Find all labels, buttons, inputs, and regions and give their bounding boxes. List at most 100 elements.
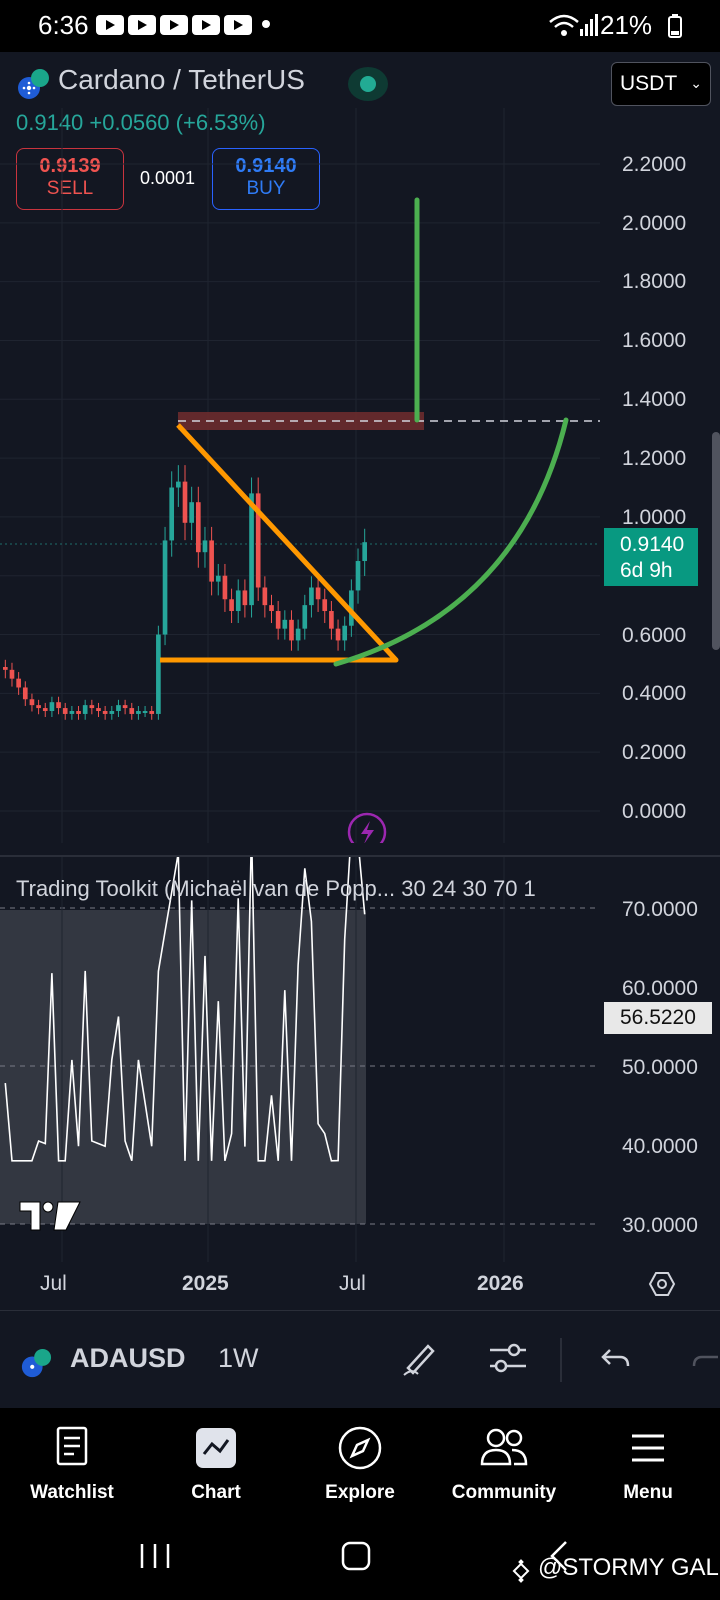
bottom-nav: Watchlist Chart Explore Community Menu bbox=[0, 1408, 720, 1518]
candle bbox=[329, 611, 334, 629]
oscillator-label[interactable]: Trading Toolkit (Michaël van de Popp... … bbox=[16, 876, 536, 901]
oscillator-grid bbox=[0, 857, 600, 1262]
axis-tick: 1.2000 bbox=[622, 447, 687, 470]
chart-icon bbox=[196, 1428, 236, 1468]
toolbar-divider bbox=[560, 1338, 562, 1382]
axis-tick: 2026 bbox=[477, 1272, 524, 1295]
candle bbox=[355, 561, 361, 591]
candle bbox=[136, 711, 141, 714]
chart-grid bbox=[0, 108, 600, 843]
nav-menu[interactable]: Menu bbox=[578, 1418, 718, 1504]
axis-tick: 1.0000 bbox=[622, 506, 687, 529]
nav-community[interactable]: Community bbox=[434, 1418, 574, 1504]
candle bbox=[122, 705, 128, 709]
price-chart[interactable] bbox=[0, 108, 600, 843]
chevron-down-icon: ⌄ bbox=[690, 75, 702, 91]
nav-chart[interactable]: Chart bbox=[146, 1418, 286, 1504]
drawing-pencil-icon[interactable] bbox=[400, 1338, 440, 1378]
candle bbox=[255, 493, 261, 588]
system-nav-bar bbox=[0, 1518, 720, 1600]
compass-icon bbox=[338, 1426, 382, 1470]
candle bbox=[162, 540, 168, 635]
candle bbox=[176, 481, 181, 488]
candle bbox=[89, 705, 95, 709]
nav-label: Menu bbox=[623, 1482, 673, 1503]
nav-label: Watchlist bbox=[30, 1482, 114, 1503]
youtube-notification-icon bbox=[224, 15, 252, 35]
candle bbox=[242, 590, 248, 606]
oscillator-chart[interactable] bbox=[0, 857, 600, 1262]
projection-arc bbox=[333, 417, 569, 667]
symbol-button[interactable]: ADAUSD bbox=[70, 1343, 186, 1373]
current-price-tag: 0.9140 6d 9h bbox=[604, 528, 698, 586]
nav-label: Community bbox=[451, 1482, 557, 1503]
recent-apps-icon[interactable] bbox=[138, 1542, 172, 1570]
clock: 6:36 bbox=[38, 10, 89, 40]
resistance-zone bbox=[178, 412, 424, 430]
youtube-notification-icon bbox=[160, 15, 188, 35]
sell-button[interactable]: 0.9139 SELL bbox=[16, 148, 124, 210]
axis-tick: 50.0000 bbox=[622, 1056, 698, 1079]
candle bbox=[76, 711, 81, 714]
buy-button[interactable]: 0.9140 BUY bbox=[212, 148, 320, 210]
candle bbox=[29, 699, 35, 706]
community-icon bbox=[480, 1428, 528, 1466]
chart-toolbar bbox=[0, 1310, 720, 1408]
price-scrollbar[interactable] bbox=[712, 432, 720, 650]
axis-tick: 0.2000 bbox=[622, 741, 687, 764]
axis-tick: 40.0000 bbox=[622, 1135, 698, 1158]
candle bbox=[129, 708, 135, 714]
cardano-logo-icon bbox=[18, 69, 49, 99]
candle bbox=[149, 711, 155, 714]
candle bbox=[342, 625, 348, 641]
nav-watchlist[interactable]: Watchlist bbox=[2, 1418, 142, 1504]
candle bbox=[16, 678, 21, 688]
candle bbox=[229, 599, 234, 612]
sell-label: SELL bbox=[46, 178, 94, 199]
candle bbox=[209, 540, 214, 582]
nav-explore[interactable]: Explore bbox=[290, 1418, 430, 1504]
candle bbox=[215, 575, 221, 582]
status-bar: 6:36 21% bbox=[0, 0, 720, 52]
candle bbox=[9, 669, 15, 679]
candle bbox=[269, 605, 274, 612]
axis-tick: 2025 bbox=[182, 1272, 229, 1295]
candle bbox=[195, 502, 201, 553]
candle bbox=[335, 628, 341, 641]
axis-tick: 2.0000 bbox=[622, 212, 687, 235]
bar-countdown: 6d 9h bbox=[620, 559, 673, 582]
oscillator-line bbox=[4, 857, 366, 1162]
more-notifications-icon bbox=[262, 20, 270, 28]
oscillator-value-tag: 56.5220 bbox=[604, 1002, 712, 1034]
undo-icon[interactable] bbox=[600, 1346, 632, 1372]
candle bbox=[156, 634, 161, 714]
candle bbox=[349, 590, 354, 626]
candle bbox=[56, 702, 61, 709]
hamburger-menu-icon bbox=[632, 1434, 664, 1462]
currency-select[interactable]: USDT ⌄ bbox=[611, 62, 711, 106]
candle bbox=[62, 708, 68, 714]
candle bbox=[96, 708, 101, 712]
home-icon[interactable] bbox=[340, 1540, 372, 1572]
candle bbox=[315, 587, 321, 600]
interval-button[interactable]: 1W bbox=[218, 1343, 259, 1373]
wifi-icon bbox=[549, 14, 579, 36]
back-icon[interactable] bbox=[548, 1540, 570, 1572]
indicators-sliders-icon[interactable] bbox=[488, 1340, 528, 1376]
candle bbox=[182, 481, 188, 523]
lightning-icon[interactable] bbox=[347, 812, 387, 843]
pane-divider[interactable] bbox=[0, 855, 720, 857]
pair-title: Cardano / TetherUS bbox=[58, 64, 305, 95]
youtube-notification-icon bbox=[128, 15, 156, 35]
redo-icon[interactable] bbox=[690, 1346, 720, 1372]
candle bbox=[116, 705, 121, 712]
buy-price: 0.9140 bbox=[235, 155, 297, 177]
watermark: @STORMY GAL bbox=[538, 1554, 719, 1581]
candle bbox=[222, 575, 228, 600]
candle bbox=[282, 619, 288, 629]
axis-tick: 1.6000 bbox=[622, 329, 687, 352]
triangle-drawing bbox=[160, 423, 399, 663]
candle bbox=[102, 711, 108, 714]
chart-settings-icon[interactable] bbox=[648, 1270, 676, 1298]
currency-value: USDT bbox=[620, 72, 678, 95]
